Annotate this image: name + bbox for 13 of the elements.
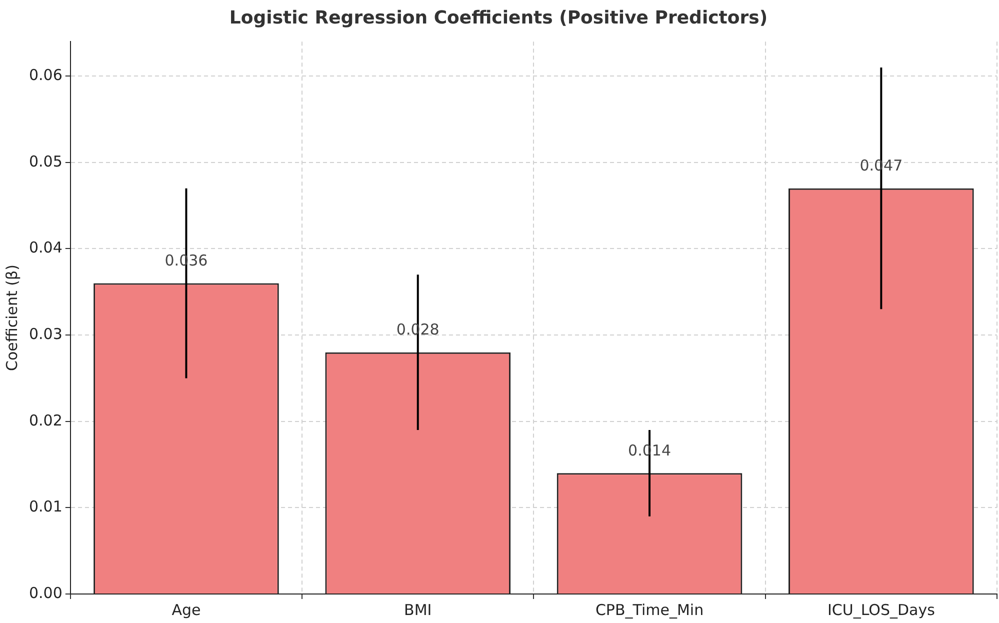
y-tick-label: 0.01 <box>28 498 62 516</box>
y-axis-title: Coefficient (β) <box>2 264 21 372</box>
y-tick-label: 0.00 <box>28 584 62 602</box>
chart-title: Logistic Regression Coefficients (Positive Predictors) <box>229 7 768 28</box>
x-tick-label: ICU_LOS_Days <box>827 600 936 619</box>
y-tick-label: 0.04 <box>28 238 62 257</box>
y-tick-label: 0.03 <box>28 324 62 343</box>
x-tick-label: CPB_Time_Min <box>595 600 704 619</box>
y-tick-label: 0.05 <box>28 152 62 170</box>
x-tick-label: Age <box>172 600 201 619</box>
y-tick-label: 0.06 <box>28 66 62 84</box>
y-tick-label: 0.02 <box>28 411 62 430</box>
x-tick-label: BMI <box>404 600 432 619</box>
